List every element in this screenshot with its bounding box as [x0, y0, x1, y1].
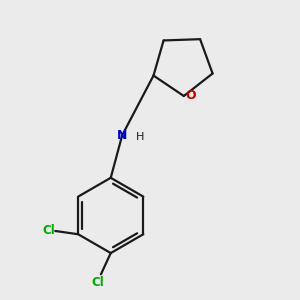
Text: H: H	[136, 132, 144, 142]
Text: N: N	[117, 129, 128, 142]
Text: Cl: Cl	[91, 276, 104, 289]
Text: Cl: Cl	[42, 224, 55, 238]
Text: O: O	[186, 89, 196, 103]
